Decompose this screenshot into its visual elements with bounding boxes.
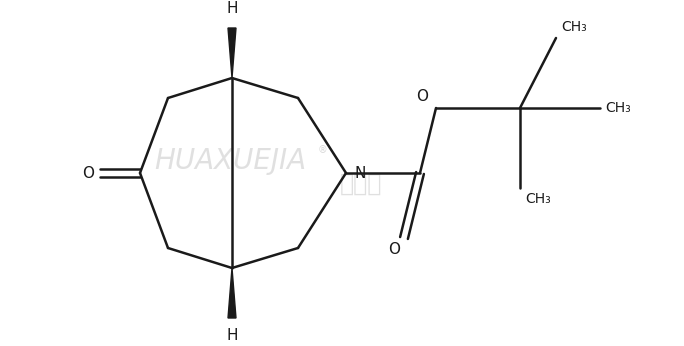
Text: O: O xyxy=(388,242,400,257)
Polygon shape xyxy=(228,28,236,78)
Text: CH₃: CH₃ xyxy=(561,20,587,34)
Text: 化学加: 化学加 xyxy=(340,172,382,196)
Text: H: H xyxy=(226,1,238,16)
Text: ®: ® xyxy=(318,145,328,155)
Text: CH₃: CH₃ xyxy=(525,192,551,206)
Text: CH₃: CH₃ xyxy=(605,101,631,115)
Text: N: N xyxy=(354,165,365,181)
Text: O: O xyxy=(82,165,94,181)
Text: O: O xyxy=(416,89,428,104)
Text: HUAXUEJIA: HUAXUEJIA xyxy=(154,147,306,175)
Text: H: H xyxy=(226,328,238,343)
Polygon shape xyxy=(228,268,236,318)
